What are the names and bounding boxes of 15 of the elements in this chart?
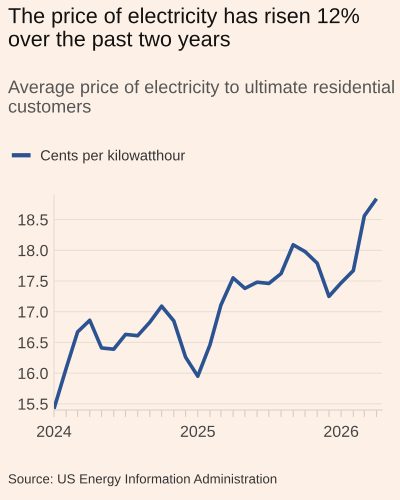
y-tick-label: 18.5 (18, 214, 48, 226)
line-series (54, 196, 378, 410)
y-tick-label: 17.0 (18, 306, 48, 318)
source-note: Source: US Energy Information Administration (8, 474, 276, 486)
y-tick-label: 16.5 (18, 337, 48, 348)
y-tick-label: 15.5 (18, 398, 48, 410)
chart-title: The price of electricity has risen 12% over the past two years (8, 8, 360, 51)
x-tick-label: 2025 (180, 426, 215, 438)
y-tick-label: 16.0 (18, 368, 48, 380)
y-tick-label: 17.5 (18, 276, 48, 287)
x-tick-label: 2026 (324, 426, 358, 438)
legend-label: Cents per kilowatthour (40, 150, 186, 164)
chart-subtitle: Average price of electricity to ultimate residential customers (8, 80, 394, 113)
x-tick-label: 2024 (37, 426, 72, 438)
y-tick-label: 18.0 (18, 244, 48, 256)
